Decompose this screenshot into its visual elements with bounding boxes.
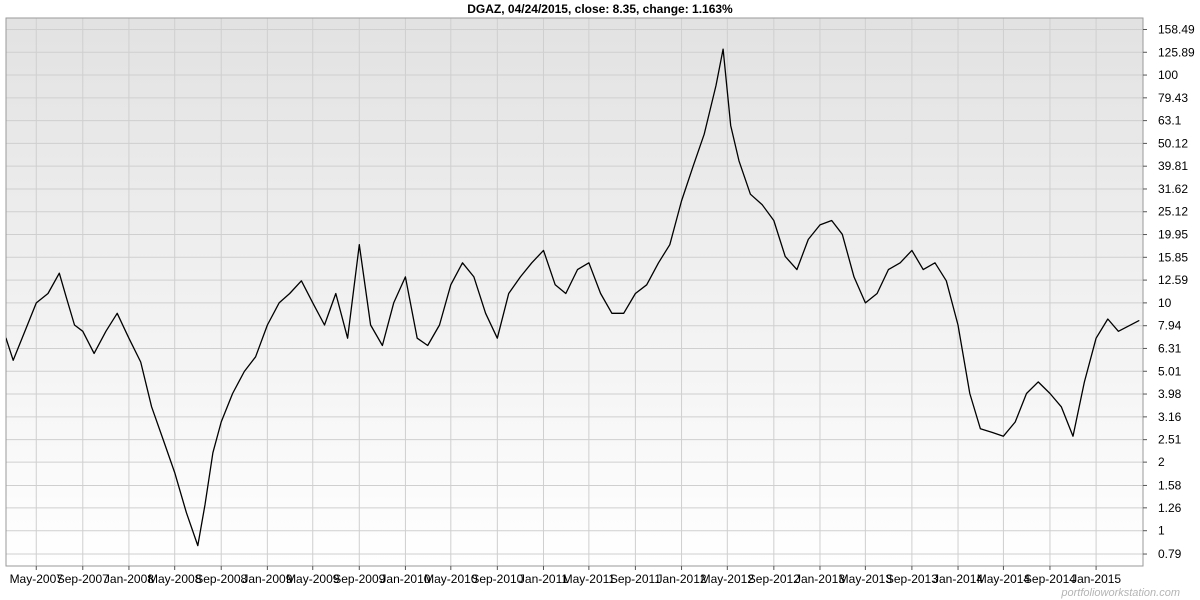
x-tick-label: Sep-2010	[471, 572, 523, 586]
y-tick-label: 100	[1158, 68, 1178, 82]
x-tick-label: May-2009	[286, 572, 340, 586]
y-axis: 0.79 1 1.26 1.58 2 2.51 3.16 3.98 5.01 6.31 7.94 10…	[1143, 22, 1195, 561]
x-tick-label: Jan-2014	[933, 572, 983, 586]
y-tick-label: 63.1	[1158, 114, 1182, 128]
y-tick-label: 1.58	[1158, 478, 1182, 492]
x-tick-label: Sep-2014	[1024, 572, 1076, 586]
y-tick-label: 125.89	[1158, 45, 1195, 59]
series-line-0	[6, 48, 1140, 547]
x-tick-label: Jan-2012	[657, 572, 707, 586]
plot-frame	[5, 17, 1144, 567]
y-tick-label: 25.12	[1158, 205, 1188, 219]
grid-lines	[6, 18, 1143, 566]
x-tick-label: May-2010	[424, 572, 478, 586]
series-layer	[6, 48, 1140, 547]
y-tick-label: 5.01	[1158, 364, 1182, 378]
y-tick-label: 1.26	[1158, 501, 1182, 515]
x-tick-label: May-2007	[10, 572, 64, 586]
x-tick-label: Sep-2011	[610, 572, 661, 586]
y-tick-label: 2	[1158, 455, 1165, 469]
x-tick-label: Jan-2009	[242, 572, 292, 586]
x-tick-label: Sep-2008	[195, 572, 247, 586]
x-tick-label: Sep-2009	[333, 572, 385, 586]
y-tick-label: 7.94	[1158, 319, 1182, 333]
chart-title: DGAZ, 04/24/2015, close: 8.35, change: 1…	[467, 2, 733, 16]
x-tick-label: Sep-2012	[748, 572, 800, 586]
x-tick-label: May-2013	[839, 572, 893, 586]
x-tick-label: May-2011	[563, 572, 616, 586]
x-tick-label: Jan-2010	[380, 572, 430, 586]
x-tick-label: Sep-2007	[57, 572, 109, 586]
x-tick-label: Jan-2015	[1071, 572, 1121, 586]
y-tick-label: 19.95	[1158, 228, 1188, 242]
x-tick-label: Jan-2008	[104, 572, 154, 586]
y-tick-label: 10	[1158, 296, 1172, 310]
y-tick-label: 3.16	[1158, 410, 1182, 424]
y-tick-label: 0.79	[1158, 547, 1182, 561]
y-tick-label: 12.59	[1158, 273, 1188, 287]
y-tick-label: 2.51	[1158, 433, 1182, 447]
x-tick-label: Jan-2013	[795, 572, 845, 586]
y-tick-label: 50.12	[1158, 136, 1188, 150]
y-tick-label: 31.62	[1158, 182, 1188, 196]
y-tick-label: 158.49	[1158, 22, 1195, 36]
x-tick-label: May-2012	[701, 572, 755, 586]
y-tick-label: 79.43	[1158, 91, 1188, 105]
y-tick-label: 39.81	[1158, 159, 1188, 173]
x-tick-label: Sep-2013	[886, 572, 938, 586]
x-tick-label: Jan-2011	[519, 572, 568, 586]
x-tick-label: May-2014	[977, 572, 1031, 586]
plot-area	[6, 18, 1143, 566]
y-tick-label: 1	[1158, 524, 1165, 538]
y-tick-label: 15.85	[1158, 250, 1188, 264]
y-tick-label: 6.31	[1158, 341, 1182, 355]
x-axis: May-2007Sep-2007Jan-2008May-2008Sep-2008…	[10, 566, 1121, 586]
watermark-text: portfolioworkstation.com	[1060, 587, 1180, 599]
y-tick-label: 3.98	[1158, 387, 1182, 401]
x-tick-label: May-2008	[148, 572, 202, 586]
